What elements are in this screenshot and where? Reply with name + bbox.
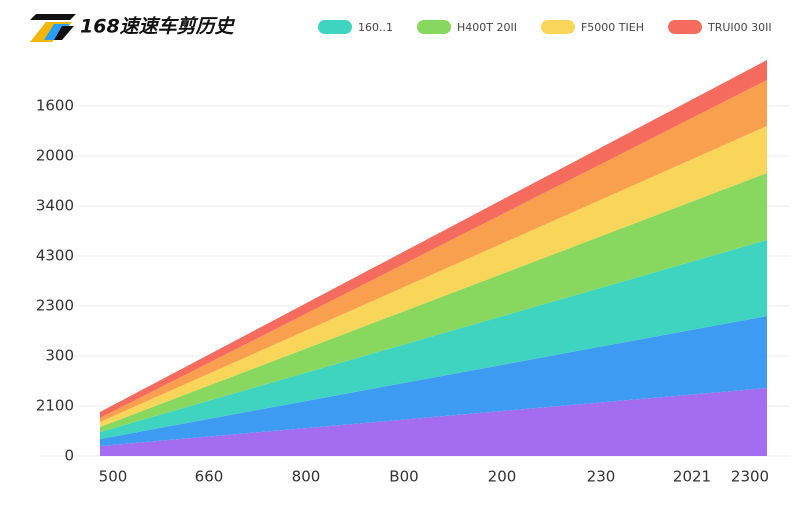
area — [100, 240, 767, 439]
area — [100, 60, 767, 418]
legend-swatch — [318, 20, 352, 34]
area — [100, 126, 767, 427]
legend-swatch — [540, 20, 575, 34]
x-tick-label: 230 — [587, 468, 616, 486]
legend-label: F5000 TIEH — [581, 21, 644, 34]
y-tick-label: 1600 — [36, 97, 74, 115]
y-tick-label: 0 — [64, 447, 74, 465]
y-tick-label: 2300 — [36, 297, 74, 315]
y-tick-label: 2100 — [36, 397, 74, 415]
chart-title: 168速速车剪历史 — [80, 16, 236, 38]
x-tick-label: 800 — [292, 468, 321, 486]
x-tick-label: B00 — [389, 468, 418, 486]
y-tick-label: 3400 — [36, 197, 74, 215]
legend-label: 160..1 — [358, 21, 393, 34]
legend-label: H400T 20II — [457, 21, 517, 34]
x-tick-label: 660 — [195, 468, 224, 486]
y-tick-label: 4300 — [36, 247, 74, 265]
area — [100, 173, 767, 432]
x-tick-label: 2300 — [731, 468, 769, 486]
y-tick-label: 300 — [45, 347, 74, 365]
legend-swatch — [667, 20, 702, 34]
x-tick-label: 500 — [99, 468, 128, 486]
logo-icon — [30, 14, 76, 42]
area — [100, 316, 767, 446]
legend-swatch — [417, 20, 451, 34]
x-tick-label: 2021 — [673, 468, 711, 486]
legend-label: TRUI00 30II — [707, 21, 772, 34]
y-tick-label: 2000 — [36, 147, 74, 165]
area — [100, 80, 767, 422]
x-tick-label: 200 — [488, 468, 517, 486]
area — [100, 388, 767, 456]
